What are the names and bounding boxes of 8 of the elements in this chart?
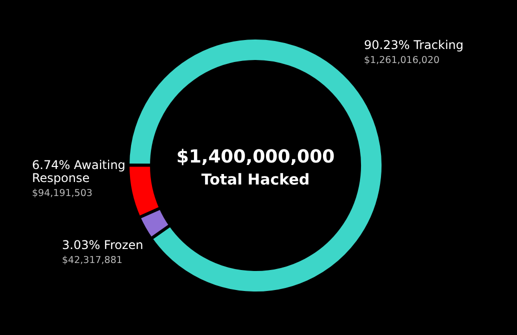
- data-label: $94,191,503: [32, 188, 92, 199]
- slice-label: 6.74% Awaiting Response: [32, 158, 126, 185]
- text: Total Hacked: [201, 170, 310, 188]
- slice-label: 3.03% Frozen: [62, 238, 144, 252]
- slice-label: 90.23% Tracking: [364, 38, 464, 52]
- data-label: $42,317,881: [62, 255, 122, 266]
- data-label: $1,261,016,020: [364, 55, 440, 66]
- text: $1,400,000,000: [176, 146, 335, 168]
